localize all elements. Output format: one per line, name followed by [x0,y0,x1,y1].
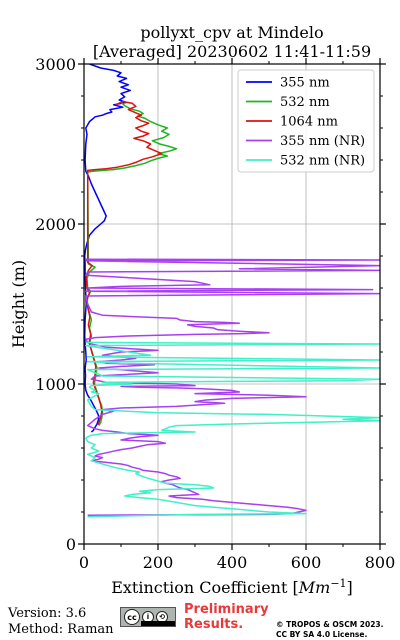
x-tick-label: 800 [365,553,396,572]
method-text: Method: Raman [8,622,114,637]
chart-title-line1: pollyxt_cpv at Mindelo [140,23,323,42]
series-lines [84,64,380,518]
license-strip [141,621,175,626]
cc-by-sa-license-badge: cc i ⟲ [120,607,176,627]
chart-title-line2: [Averaged] 20230602 11:41-11:59 [93,42,371,61]
legend-label: 532 nm [280,95,330,110]
legend-label: 1064 nm [280,115,338,130]
cc-icon: cc [124,609,140,625]
axis-ticks: 0 200 400 600 800 0 1000 2000 3000 [35,55,395,572]
copyright-line1: © TROPOS & OSCM 2023. [276,620,384,629]
extinction-profile-chart: pollyxt_cpv at Mindelo [Averaged] 202306… [9,23,395,597]
copyright-line2: CC BY SA 4.0 License. [276,630,368,639]
legend-label: 355 nm [280,76,330,91]
version-text: Version: 3.6 [8,606,87,621]
x-axis-label: Extinction Coefficient [Mm−1] [111,577,353,597]
x-tick-label: 0 [79,553,89,572]
y-axis-label: Height (m) [9,260,28,348]
preliminary-notice: Preliminary Results. [184,602,269,632]
y-tick-label: 3000 [35,55,76,74]
preliminary-line2: Results. [184,617,244,632]
legend-label: 532 nm (NR) [280,154,365,169]
preliminary-line1: Preliminary [184,602,269,617]
x-tick-label: 200 [143,553,174,572]
legend-box [237,69,375,173]
series-line-355-nm [84,64,132,433]
x-tick-label: 400 [217,553,248,572]
series-line-355-nm-nr [85,258,380,516]
legend: 355 nm 532 nm 1064 nm 355 nm (NR) 532 nm (NR… [237,69,375,173]
legend-label: 355 nm (NR) [280,134,365,149]
series-line-532-nm-nr [85,341,380,518]
copyright-notice: © TROPOS & OSCM 2023. CC BY SA 4.0 Licen… [276,620,384,640]
y-tick-label: 0 [66,535,76,554]
x-tick-label: 600 [291,553,322,572]
y-tick-label: 2000 [35,215,76,234]
y-tick-label: 1000 [35,375,76,394]
